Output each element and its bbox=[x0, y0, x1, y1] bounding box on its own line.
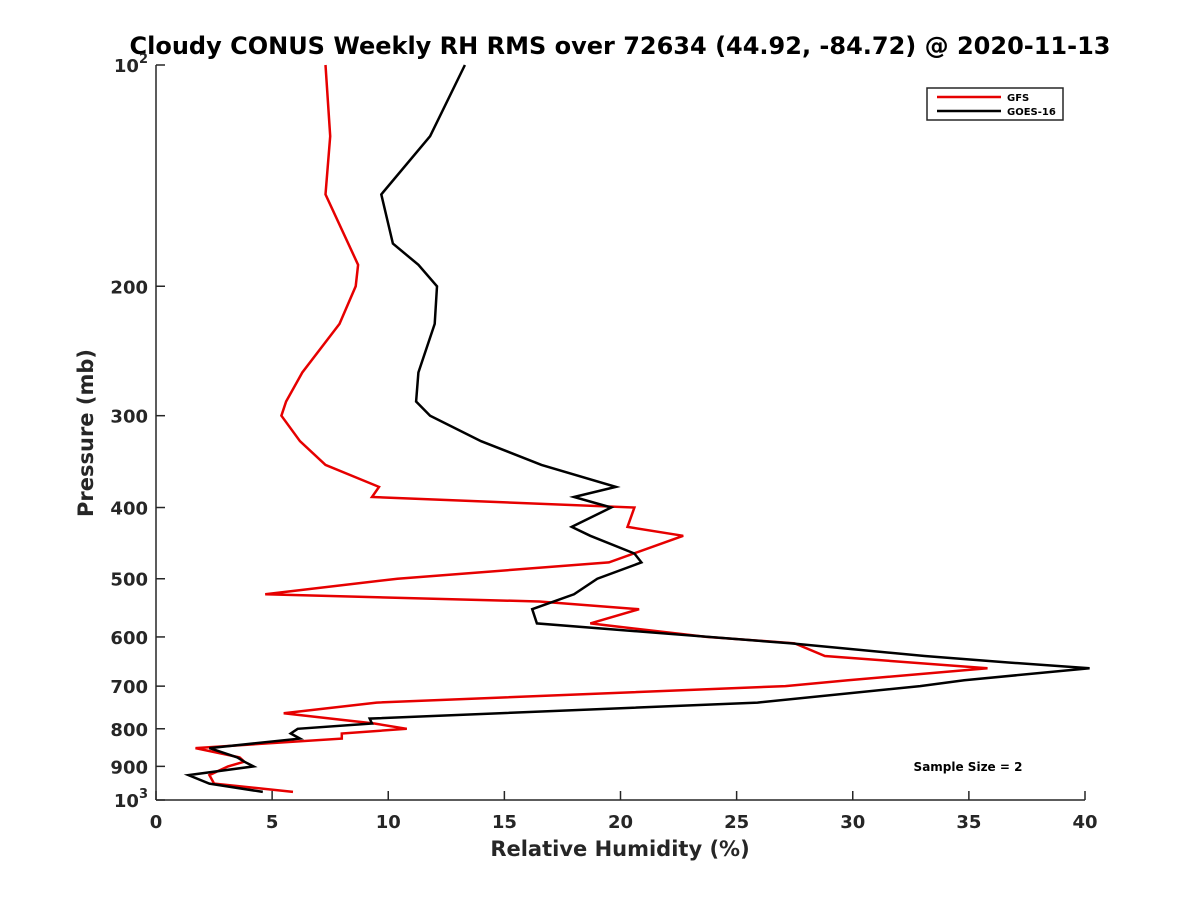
x-tick-label: 30 bbox=[840, 812, 865, 833]
y-tick-label: 300 bbox=[110, 407, 148, 428]
series-line-gfs bbox=[195, 64, 988, 794]
x-tick-label: 20 bbox=[608, 812, 633, 833]
x-tick-label: 40 bbox=[1072, 812, 1097, 833]
y-tick-label: 103 bbox=[114, 787, 148, 812]
x-tick-label: 25 bbox=[724, 812, 749, 833]
y-tick-label: 200 bbox=[110, 277, 148, 298]
series-line-goes-16 bbox=[183, 64, 1090, 794]
y-tick-label: 900 bbox=[110, 757, 148, 778]
x-tick-label: 10 bbox=[376, 812, 401, 833]
y-tick-label: 500 bbox=[110, 570, 148, 591]
series-layer bbox=[183, 64, 1090, 794]
x-tick-label: 0 bbox=[150, 812, 163, 833]
legend-label: GFS bbox=[1007, 93, 1029, 104]
x-tick-label: 35 bbox=[956, 812, 981, 833]
sample-size-annotation: Sample Size = 2 bbox=[914, 760, 1023, 774]
x-axis-label: Relative Humidity (%) bbox=[490, 837, 749, 861]
y-axis-label: Pressure (mb) bbox=[74, 349, 98, 517]
y-tick-label: 700 bbox=[110, 677, 148, 698]
legend-label: GOES-16 bbox=[1007, 107, 1056, 118]
axes-layer: 0 5 10 15 20 25 30 35 40 102 200 300 400 500 600 700 800… bbox=[110, 52, 1097, 833]
legend-box bbox=[926, 87, 1064, 121]
chart-title: Cloudy CONUS Weekly RH RMS over 72634 (4… bbox=[130, 32, 1111, 60]
y-tick-label: 600 bbox=[110, 628, 148, 649]
x-tick-label: 5 bbox=[266, 812, 279, 833]
y-tick-label: 400 bbox=[110, 499, 148, 520]
x-tick-label: 15 bbox=[492, 812, 517, 833]
legend: GFS GOES-16 bbox=[926, 87, 1064, 121]
y-tick-label: 102 bbox=[114, 52, 148, 77]
y-tick-label: 800 bbox=[110, 720, 148, 741]
